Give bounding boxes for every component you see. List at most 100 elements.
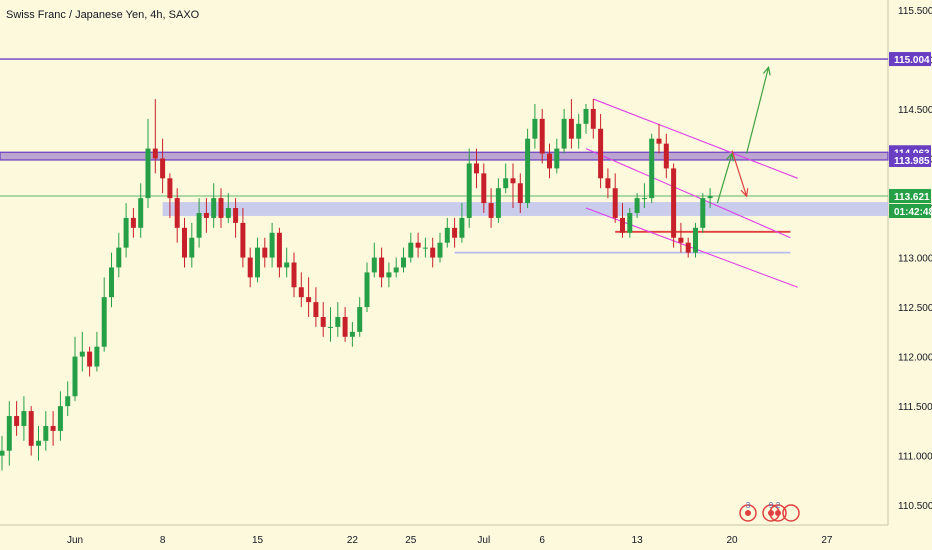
candle-body[interactable] [328,326,333,328]
candle-body[interactable] [590,108,596,129]
candle-body[interactable] [386,272,392,278]
candle-body[interactable] [109,267,114,298]
candle-body[interactable] [269,232,275,258]
candle-body[interactable] [145,148,151,199]
candle-body[interactable] [663,143,669,169]
candle-body[interactable] [561,118,567,149]
candle-body[interactable] [547,153,552,169]
candle-body[interactable] [627,212,633,233]
candle-body[interactable] [693,227,698,253]
candle-body[interactable] [605,178,611,189]
candle-body[interactable] [371,257,377,273]
candle-body[interactable] [43,425,49,441]
candle-body[interactable] [393,267,399,273]
candle-body[interactable] [160,158,166,179]
candle-body[interactable] [57,406,63,431]
candle-body[interactable] [612,188,618,218]
candle-body[interactable] [503,178,509,189]
candle-body[interactable] [422,247,428,249]
candle-body[interactable] [101,297,107,347]
candle-body[interactable] [182,227,187,258]
candle-body[interactable] [167,178,173,199]
candle-body[interactable] [0,450,5,456]
candle-body[interactable] [568,118,574,139]
candle-body[interactable] [291,262,297,288]
candle-body[interactable] [203,212,209,218]
candle-body[interactable] [444,227,450,243]
candle-body[interactable] [481,173,487,204]
candle-body[interactable] [262,247,268,258]
candle-body[interactable] [598,128,604,179]
candle-body[interactable] [532,118,538,139]
candle-body[interactable] [452,227,458,238]
candle-body[interactable] [313,302,319,317]
candle-body[interactable] [488,203,494,218]
candle-body[interactable] [233,208,239,223]
candle-body[interactable] [218,198,224,218]
candle-body[interactable] [342,316,348,337]
candle-body[interactable] [14,416,20,426]
candle-body[interactable] [189,237,195,258]
candle-body[interactable] [357,307,363,332]
event-marker-icon[interactable] [739,504,757,522]
candle-body[interactable] [152,148,158,159]
event-marker-icon[interactable] [769,504,787,522]
candle-body[interactable] [517,183,523,204]
candle-body[interactable] [87,351,93,367]
candle-body[interactable] [6,416,12,451]
candle-body[interactable] [72,356,78,397]
candle-body[interactable] [685,242,691,253]
candle-body[interactable] [364,272,370,308]
candle-body[interactable] [649,138,655,199]
candle-body[interactable] [437,242,443,258]
candle-body[interactable] [335,316,341,327]
candle-body[interactable] [671,168,677,238]
candle-body[interactable] [174,198,180,228]
candle-body[interactable] [641,198,647,200]
candle-body[interactable] [474,163,479,174]
candle-body[interactable] [678,237,684,243]
candle-body[interactable] [247,257,253,278]
candle-body[interactable] [408,242,414,258]
candle-body[interactable] [116,247,122,268]
candle-body[interactable] [320,316,326,327]
candle-body[interactable] [620,217,625,233]
candle-body[interactable] [634,198,640,213]
candle-body[interactable] [510,178,516,184]
candle-body[interactable] [36,440,41,446]
candle-body[interactable] [123,217,129,248]
candle-body[interactable] [415,242,421,248]
candle-body[interactable] [554,148,560,169]
candle-body[interactable] [539,118,545,154]
candle-body[interactable] [21,411,27,426]
candle-body[interactable] [700,198,706,228]
candle-body[interactable] [349,331,355,337]
candle-body[interactable] [50,425,56,431]
candle-body[interactable] [130,217,136,228]
candle-body[interactable] [28,411,34,446]
candle-body[interactable] [255,247,260,278]
candle-body[interactable] [94,346,100,367]
event-marker-icon[interactable] [782,504,800,522]
candle-body[interactable] [525,138,531,204]
candle-body[interactable] [379,257,385,278]
candle-body[interactable] [656,138,662,144]
candle-body[interactable] [707,196,713,199]
candle-body[interactable] [466,163,472,218]
candle-body[interactable] [211,198,217,218]
candle-body[interactable] [401,257,406,268]
candle-body[interactable] [196,212,202,238]
candle-body[interactable] [459,217,465,238]
candle-body[interactable] [306,297,312,303]
candle-body[interactable] [79,351,85,357]
candle-body[interactable] [138,198,144,228]
candle-body[interactable] [284,262,290,268]
candle-body[interactable] [495,188,501,218]
candle-body[interactable] [430,247,436,258]
candle-body[interactable] [240,222,246,258]
candle-body[interactable] [298,287,304,298]
candle-body[interactable] [225,208,231,218]
candle-body[interactable] [276,232,282,268]
